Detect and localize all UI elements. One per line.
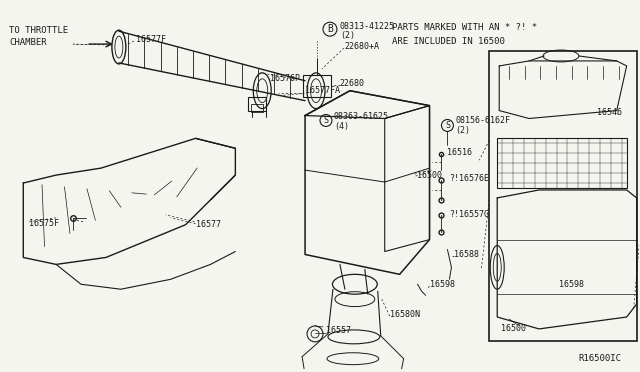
Text: 16577F: 16577F bbox=[136, 35, 166, 44]
Text: PARTS MARKED WITH AN * ?! *: PARTS MARKED WITH AN * ?! * bbox=[392, 23, 537, 32]
Text: ARE INCLUDED IN 16500: ARE INCLUDED IN 16500 bbox=[392, 37, 504, 46]
Text: (2): (2) bbox=[456, 126, 470, 135]
Text: S: S bbox=[323, 116, 328, 125]
Bar bbox=[497, 138, 627, 188]
Text: (2): (2) bbox=[340, 31, 355, 40]
Text: 16577: 16577 bbox=[196, 220, 221, 229]
Text: 08156-6162F: 08156-6162F bbox=[456, 116, 511, 125]
Text: 16577FA: 16577FA bbox=[305, 86, 340, 95]
Text: 16500: 16500 bbox=[417, 171, 442, 180]
Text: 22680: 22680 bbox=[340, 79, 365, 88]
Text: 08313-41225: 08313-41225 bbox=[340, 22, 395, 31]
Bar bbox=[252, 104, 263, 112]
Text: ?!16557G: ?!16557G bbox=[449, 210, 490, 219]
Text: 22680+A: 22680+A bbox=[345, 42, 380, 51]
Text: B: B bbox=[327, 24, 333, 34]
Text: 08363-61625: 08363-61625 bbox=[334, 112, 389, 121]
Text: 16500: 16500 bbox=[501, 324, 526, 333]
Text: CHAMBER: CHAMBER bbox=[10, 38, 47, 47]
Text: 16557: 16557 bbox=[326, 326, 351, 336]
Text: 16598: 16598 bbox=[429, 280, 454, 289]
Text: 16588: 16588 bbox=[454, 250, 479, 259]
Text: R16500IC: R16500IC bbox=[579, 354, 622, 363]
Bar bbox=[303, 75, 331, 97]
Text: 16546: 16546 bbox=[596, 108, 622, 117]
Text: 16598: 16598 bbox=[559, 280, 584, 289]
Text: TO THROTTLE: TO THROTTLE bbox=[10, 26, 68, 35]
Bar bbox=[248, 97, 266, 110]
Text: 16575F: 16575F bbox=[29, 219, 60, 228]
Text: ?!16576E: ?!16576E bbox=[449, 174, 490, 183]
Text: (4): (4) bbox=[334, 122, 349, 131]
Text: 16580N: 16580N bbox=[390, 310, 420, 318]
Bar bbox=[489, 51, 637, 341]
Text: 16516: 16516 bbox=[447, 148, 472, 157]
Text: S: S bbox=[445, 121, 450, 130]
Text: 16576P: 16576P bbox=[270, 74, 300, 83]
